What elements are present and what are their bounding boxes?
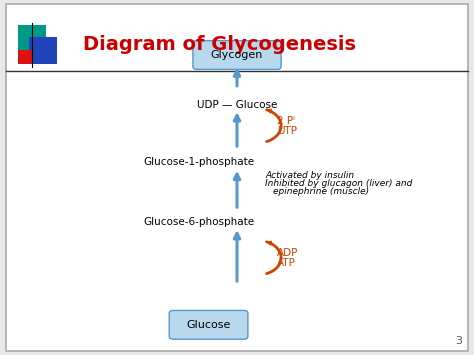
Text: Diagram of Glycogenesis: Diagram of Glycogenesis [83, 35, 356, 54]
Text: Glycogen: Glycogen [211, 50, 263, 60]
Text: UDP — Glucose: UDP — Glucose [197, 100, 277, 110]
Text: Activated by insulin: Activated by insulin [265, 170, 355, 180]
Text: 2 Pᴵ: 2 Pᴵ [277, 116, 295, 126]
Text: epinephrine (muscle): epinephrine (muscle) [273, 187, 369, 196]
Text: Inhibited by glucagon (liver) and: Inhibited by glucagon (liver) and [265, 179, 413, 188]
FancyBboxPatch shape [6, 4, 468, 351]
FancyBboxPatch shape [193, 41, 281, 69]
Text: Glucose-6-phosphate: Glucose-6-phosphate [144, 217, 255, 227]
FancyBboxPatch shape [169, 310, 248, 339]
Text: ATP: ATP [277, 258, 296, 268]
FancyBboxPatch shape [18, 25, 46, 51]
Text: 3: 3 [455, 336, 462, 346]
Text: UTP: UTP [277, 126, 297, 136]
Text: ADP: ADP [277, 248, 299, 258]
FancyBboxPatch shape [18, 50, 32, 64]
Text: Glucose-1-phosphate: Glucose-1-phosphate [144, 157, 255, 166]
FancyBboxPatch shape [29, 37, 57, 64]
Text: Glucose: Glucose [186, 320, 231, 330]
